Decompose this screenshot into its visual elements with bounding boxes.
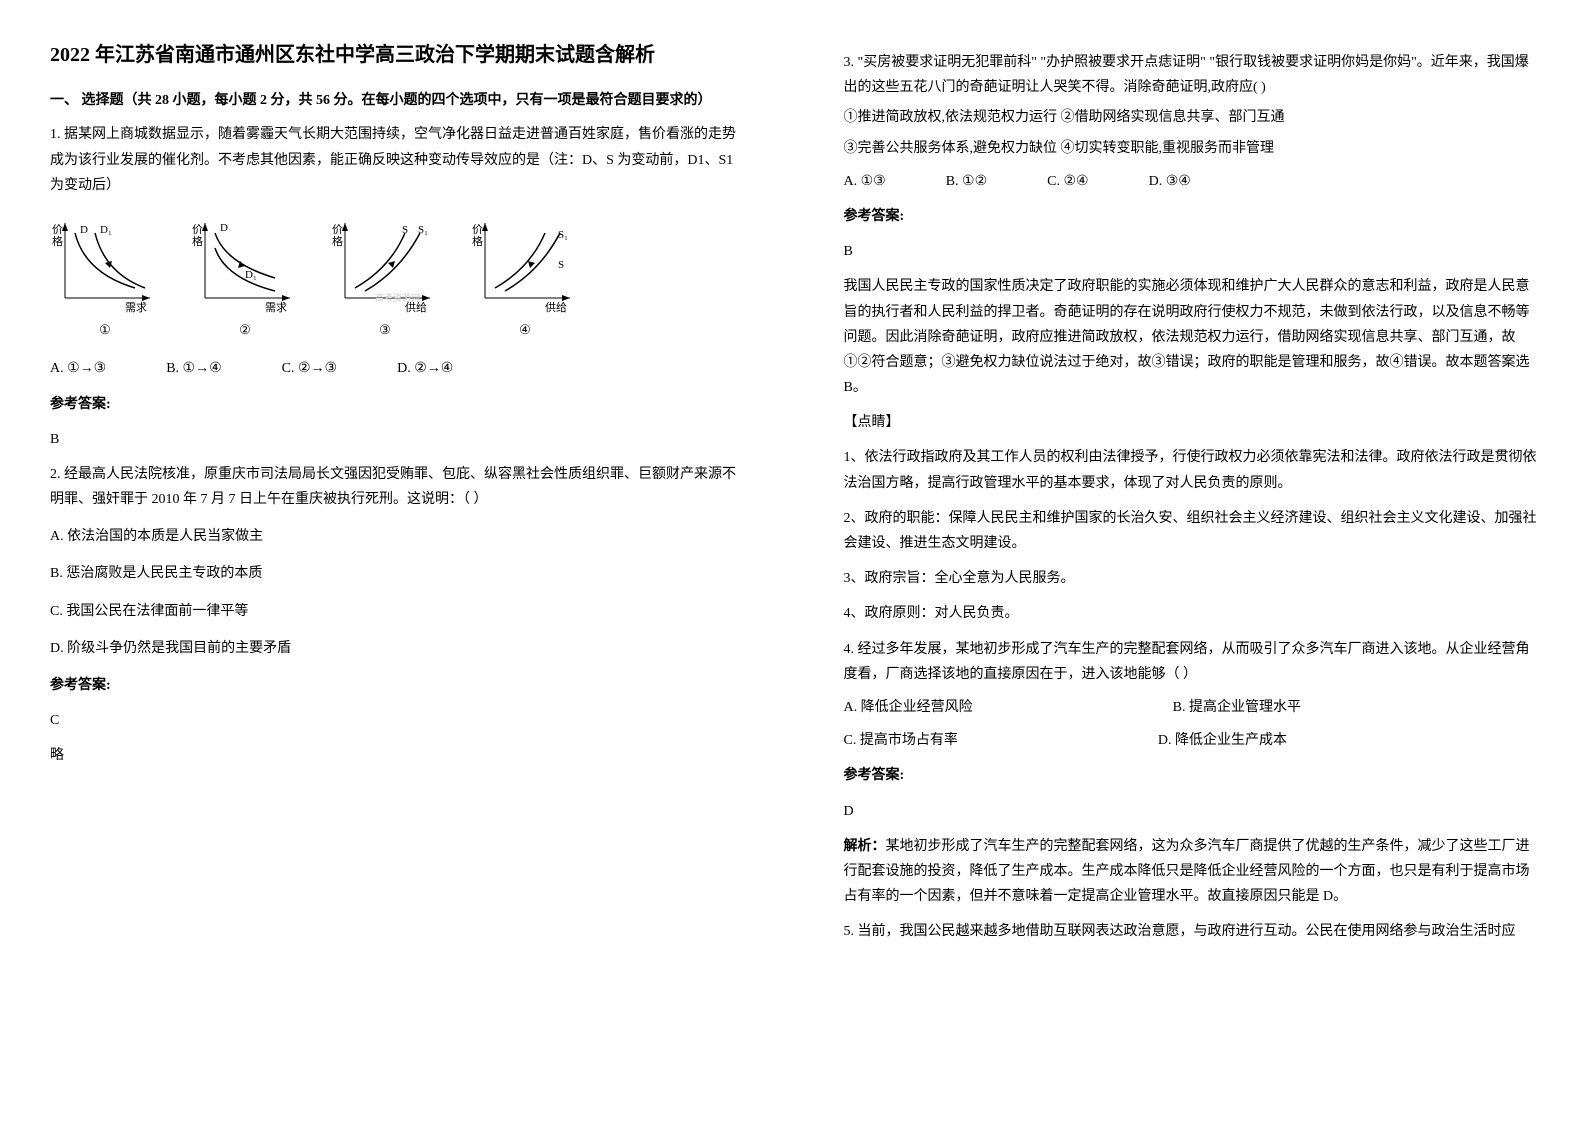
q3-text3: ③完善公共服务体系,避免权力缺位 ④切实转变职能,重视服务而非管理 [844, 136, 1538, 161]
svg-text:S₁: S₁ [558, 229, 568, 241]
svg-text:价: 价 [52, 223, 63, 236]
q4-text: 4. 经过多年发展，某地初步形成了汽车生产的完整配套网络，从而吸引了众多汽车厂商… [844, 637, 1538, 687]
q1-charts: 价 格 D D₁ 需求 ① 价 [50, 213, 744, 341]
svg-text:D: D [80, 224, 88, 236]
svg-text:供给: 供给 [545, 300, 567, 313]
q3-option-b: B. ①② [946, 169, 987, 194]
q4-analysis-text: 某地初步形成了汽车生产的完整配套网络，这为众多汽车厂商提供了优越的生产条件，减少… [844, 839, 1530, 904]
question-5: 5. 当前，我国公民越来越多地借助互联网表达政治意愿，与政府进行互动。公民在使用… [844, 919, 1538, 944]
q1-answer-label: 参考答案: [50, 392, 744, 417]
q3-explanation: 我国人民民主专政的国家性质决定了政府职能的实施必须体现和维护广大人民群众的意志和… [844, 274, 1538, 400]
chart-2-label: ② [239, 318, 251, 341]
chart-4-label: ④ [519, 318, 531, 341]
exam-title: 2022 年江苏省南通市通州区东社中学高三政治下学期期末试题含解析 [50, 40, 744, 70]
svg-text:S: S [402, 224, 408, 236]
q3-point-1: 1、依法行政指政府及其工作人员的权利由法律授予，行使行政权力必须依靠宪法和法律。… [844, 445, 1538, 495]
q3-answer-label: 参考答案: [844, 204, 1538, 229]
q4-option-a: A. 降低企业经营风险 [844, 695, 973, 720]
svg-text:S₁: S₁ [418, 224, 428, 236]
q4-answer: D [844, 799, 1538, 824]
q3-point-2: 2、政府的职能：保障人民民主和维护国家的长治久安、组织社会主义经济建设、组织社会… [844, 506, 1538, 556]
q1-option-c: C. ②→③ [282, 356, 337, 381]
q3-text2: ①推进简政放权,依法规范权力运行 ②借助网络实现信息共享、部门互通 [844, 105, 1538, 130]
chart-2: 价 格 D D₁ 需求 ② [190, 213, 300, 341]
svg-text:格: 格 [472, 234, 483, 248]
chart-1-label: ① [99, 318, 111, 341]
q3-text1: 3. "买房被要求证明无犯罪前科" "办护照被要求开点痣证明" "银行取钱被要求… [844, 50, 1538, 100]
svg-text:格: 格 [332, 234, 343, 248]
chart-4-svg: 价 格 S₁ S 供给 [470, 213, 580, 313]
q1-text: 1. 据某网上商城数据显示，随着雾霾天气长期大范围持续，空气净化器日益走进普通百… [50, 122, 744, 198]
chart-4: 价 格 S₁ S 供给 ④ [470, 213, 580, 341]
svg-text:D: D [220, 222, 228, 234]
q3-option-a: A. ①③ [844, 169, 886, 194]
q1-options: A. ①→③ B. ①→④ C. ②→③ D. ②→④ [50, 356, 744, 381]
q1-option-d: D. ②→④ [397, 356, 453, 381]
q1-option-b: B. ①→④ [166, 356, 221, 381]
question-1: 1. 据某网上商城数据显示，随着雾霾天气长期大范围持续，空气净化器日益走进普通百… [50, 122, 744, 452]
q4-analysis: 解析：某地初步形成了汽车生产的完整配套网络，这为众多汽车厂商提供了优越的生产条件… [844, 834, 1538, 910]
q3-point-4: 4、政府原则：对人民负责。 [844, 601, 1538, 626]
left-column: 2022 年江苏省南通市通州区东社中学高三政治下学期期末试题含解析 一、 选择题… [0, 0, 794, 1122]
question-2: 2. 经最高人民法院核准，原重庆市司法局局长文强因犯受贿罪、包庇、纵容黑社会性质… [50, 462, 744, 769]
q4-answer-label: 参考答案: [844, 763, 1538, 788]
svg-text:格: 格 [192, 234, 203, 248]
q4-options-row1: A. 降低企业经营风险 B. 提高企业管理水平 [844, 695, 1538, 720]
chart-1: 价 格 D D₁ 需求 ① [50, 213, 160, 341]
q3-option-c: C. ②④ [1047, 169, 1088, 194]
svg-text:供给: 供给 [405, 300, 427, 313]
question-3: 3. "买房被要求证明无犯罪前科" "办护照被要求开点痣证明" "银行取钱被要求… [844, 50, 1538, 627]
q4-option-d: D. 降低企业生产成本 [1158, 728, 1287, 753]
q3-answer: B [844, 239, 1538, 264]
question-4: 4. 经过多年发展，某地初步形成了汽车生产的完整配套网络，从而吸引了众多汽车厂商… [844, 637, 1538, 910]
q4-option-b: B. 提高企业管理水平 [1173, 695, 1301, 720]
q1-option-a: A. ①→③ [50, 356, 106, 381]
chart-3-label: ③ [379, 318, 391, 341]
section-heading: 一、 选择题（共 28 小题，每小题 2 分，共 56 分。在每小题的四个选项中… [50, 90, 744, 112]
svg-text:价: 价 [332, 223, 343, 236]
q2-text: 2. 经最高人民法院核准，原重庆市司法局局长文强因犯受贿罪、包庇、纵容黑社会性质… [50, 462, 744, 512]
q1-answer: B [50, 427, 744, 452]
q2-option-b: B. 惩治腐败是人民民主专政的本质 [50, 561, 744, 586]
q5-text: 5. 当前，我国公民越来越多地借助互联网表达政治意愿，与政府进行互动。公民在使用… [844, 919, 1538, 944]
chart-1-svg: 价 格 D D₁ 需求 [50, 213, 160, 313]
q2-answer: C [50, 708, 744, 733]
chart-3-svg: 价 格 S S₁ 高考资源网 供给 [330, 213, 440, 313]
q3-point-3: 3、政府宗旨：全心全意为人民服务。 [844, 566, 1538, 591]
right-column: 3. "买房被要求证明无犯罪前科" "办护照被要求开点痣证明" "银行取钱被要求… [794, 0, 1587, 1122]
q3-point-label: 【点睛】 [844, 410, 1538, 435]
svg-text:需求: 需求 [265, 301, 287, 313]
q3-option-d: D. ③④ [1149, 169, 1191, 194]
q3-options: A. ①③ B. ①② C. ②④ D. ③④ [844, 169, 1538, 194]
q4-options-row2: C. 提高市场占有率 D. 降低企业生产成本 [844, 728, 1538, 753]
svg-text:价: 价 [472, 223, 483, 236]
svg-text:D₁: D₁ [245, 269, 257, 281]
svg-text:价: 价 [192, 223, 203, 236]
svg-text:需求: 需求 [125, 301, 147, 313]
chart-3: 价 格 S S₁ 高考资源网 供给 ③ [330, 213, 440, 341]
chart-2-svg: 价 格 D D₁ 需求 [190, 213, 300, 313]
svg-text:格: 格 [52, 234, 63, 248]
q2-option-c: C. 我国公民在法律面前一律平等 [50, 599, 744, 624]
q2-option-a: A. 依法治国的本质是人民当家做主 [50, 524, 744, 549]
svg-text:D₁: D₁ [100, 224, 112, 236]
q2-skip: 略 [50, 743, 744, 768]
q2-answer-label: 参考答案: [50, 673, 744, 698]
svg-text:S: S [558, 259, 564, 271]
q4-analysis-label: 解析： [844, 839, 886, 854]
q4-option-c: C. 提高市场占有率 [844, 728, 958, 753]
q2-option-d: D. 阶级斗争仍然是我国目前的主要矛盾 [50, 636, 744, 661]
